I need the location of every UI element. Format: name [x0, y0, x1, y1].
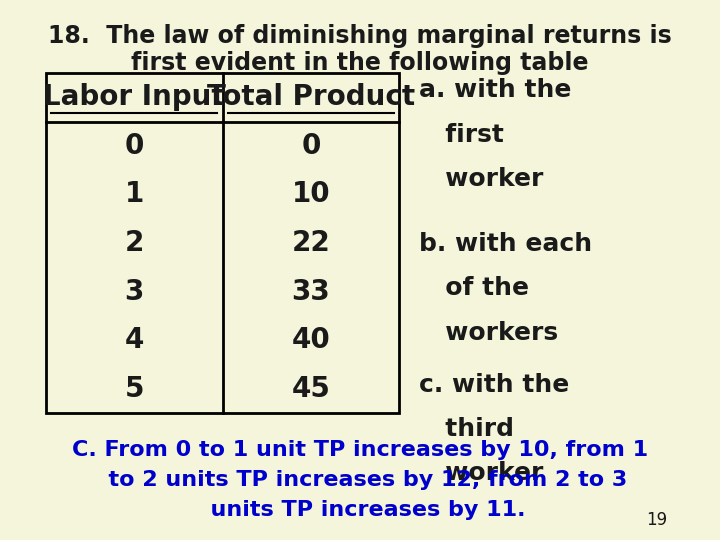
- Text: 33: 33: [292, 278, 330, 306]
- Bar: [46, 73, 400, 413]
- Text: 2: 2: [125, 229, 144, 257]
- Text: first evident in the following table: first evident in the following table: [131, 51, 589, 75]
- Text: C. From 0 to 1 unit TP increases by 10, from 1: C. From 0 to 1 unit TP increases by 10, …: [72, 440, 648, 460]
- Text: of the: of the: [419, 276, 529, 300]
- Text: 19: 19: [647, 511, 667, 529]
- Text: units TP increases by 11.: units TP increases by 11.: [194, 500, 526, 519]
- Text: 0: 0: [301, 132, 320, 160]
- Text: worker: worker: [419, 167, 544, 191]
- Text: b. with each: b. with each: [419, 232, 592, 256]
- Text: 4: 4: [125, 326, 144, 354]
- Text: to 2 units TP increases by 12, from 2 to 3: to 2 units TP increases by 12, from 2 to…: [93, 470, 627, 490]
- Text: 1: 1: [125, 180, 144, 208]
- Text: first: first: [419, 123, 504, 146]
- Text: 40: 40: [292, 326, 330, 354]
- Text: 3: 3: [125, 278, 144, 306]
- Text: 18.  The law of diminishing marginal returns is: 18. The law of diminishing marginal retu…: [48, 24, 672, 48]
- Text: worker: worker: [419, 461, 544, 485]
- Text: Total Product: Total Product: [207, 83, 415, 111]
- Text: 22: 22: [292, 229, 330, 257]
- Text: 0: 0: [125, 132, 144, 160]
- Text: a. with the: a. with the: [419, 78, 571, 102]
- Text: workers: workers: [419, 321, 558, 345]
- Text: c. with the: c. with the: [419, 373, 569, 396]
- Text: 45: 45: [292, 375, 330, 403]
- Text: Labor Input: Labor Input: [43, 83, 225, 111]
- Text: 10: 10: [292, 180, 330, 208]
- Text: third: third: [419, 417, 514, 441]
- Text: 5: 5: [125, 375, 144, 403]
